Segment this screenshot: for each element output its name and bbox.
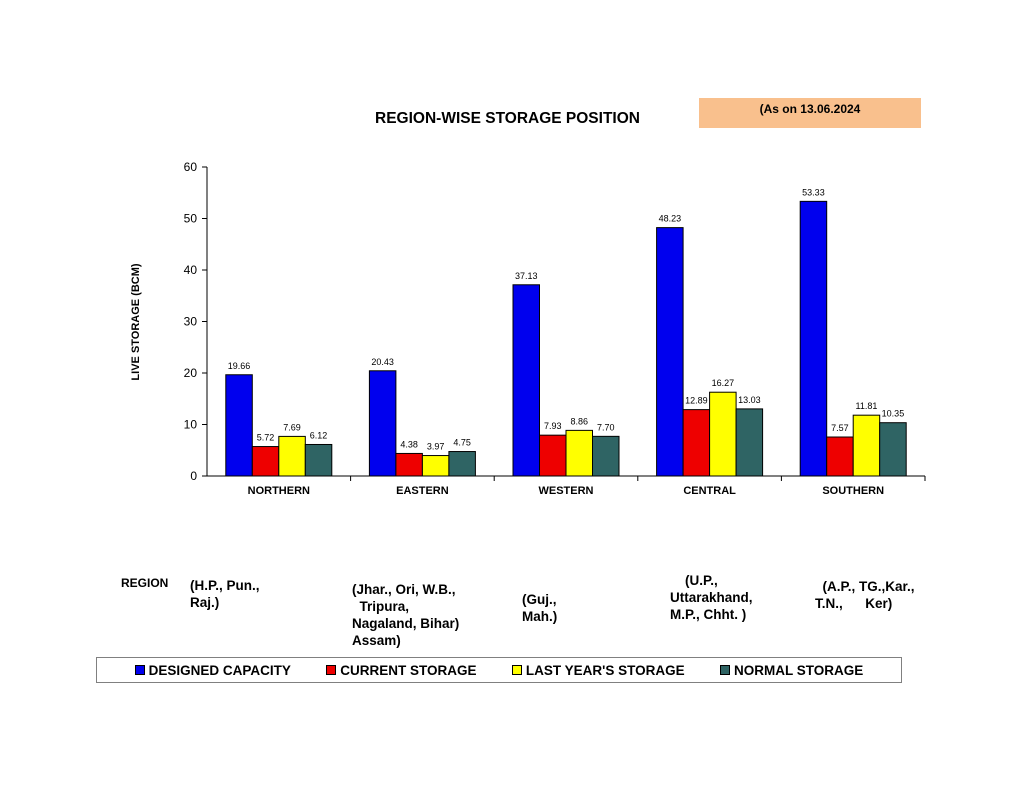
y-tick-label: 30	[184, 315, 198, 329]
legend-item-normal: NORMAL STORAGE	[720, 663, 863, 678]
data-label: 5.72	[257, 433, 275, 443]
data-labels: 19.66 5.72 7.69 6.12 20.43 4.38 3.97 4.75 37.13 7…	[228, 187, 904, 451]
data-label: 37.13	[515, 271, 538, 281]
axes: 0 10 20 30 40 50 60 LIVE STORAGE (BCM) NORTHERN E…	[130, 160, 926, 497]
bar-current-storage-southern	[826, 436, 854, 477]
bars	[225, 200, 907, 477]
y-tick-label: 40	[184, 263, 198, 277]
data-label: 16.27	[712, 378, 735, 388]
y-tick-label: 20	[184, 366, 198, 380]
bar-current-storage-eastern	[395, 452, 423, 477]
x-tick-label: NORTHERN	[248, 485, 310, 497]
data-label: 7.93	[544, 421, 562, 431]
data-label: 20.43	[371, 357, 394, 367]
legend-item-last-year: LAST YEAR'S STORAGE	[511, 662, 685, 678]
bar-last-year-s-storage-central	[709, 391, 737, 477]
data-label: 3.97	[427, 442, 445, 452]
x-tick-label: SOUTHERN	[822, 485, 884, 497]
chart-title: REGION-WISE STORAGE POSITION	[375, 110, 640, 127]
region-note-eastern: (Jhar., Ori, W.B., Tripura, Nagaland, Bi…	[352, 582, 460, 648]
legend-label: LAST YEAR'S STORAGE	[525, 662, 685, 678]
bar-designed-capacity-central	[656, 227, 684, 477]
bar-normal-storage-southern	[879, 422, 907, 477]
data-label: 48.23	[659, 214, 682, 224]
legend-swatch	[134, 665, 145, 675]
region-note-southern: (A.P., TG.,Kar., T.N., Ker)	[815, 579, 915, 611]
data-label: 7.70	[597, 422, 615, 432]
legend-item-designed: DESIGNED CAPACITY	[134, 662, 291, 678]
legend-swatch	[511, 665, 522, 675]
date-note: (As on 13.06.2024	[699, 98, 921, 128]
bar-normal-storage-central	[735, 408, 764, 477]
y-tick-label: 50	[184, 212, 198, 226]
region-note-central: (U.P., Uttarakhand, M.P., Chht. )	[670, 573, 753, 622]
region-note-western: (Guj., Mah.)	[522, 592, 558, 624]
bar-normal-storage-western	[592, 435, 620, 477]
y-axis-label: LIVE STORAGE (BCM)	[130, 263, 142, 380]
legend-swatch	[326, 665, 337, 675]
data-label: 6.12	[310, 430, 328, 440]
data-label: 12.89	[685, 396, 708, 406]
legend-item-current: CURRENT STORAGE	[326, 662, 477, 678]
bar-normal-storage-eastern	[448, 451, 476, 477]
legend-label: NORMAL STORAGE	[734, 662, 864, 678]
y-tick-label: 0	[190, 469, 197, 483]
bar-normal-storage-northern	[304, 443, 333, 477]
legend-swatch	[720, 665, 731, 675]
bar-designed-capacity-eastern	[368, 370, 397, 477]
data-label: 19.66	[228, 361, 251, 371]
bar-last-year-s-storage-southern	[852, 414, 881, 477]
data-label: 7.69	[283, 422, 301, 432]
bar-current-storage-western	[539, 434, 567, 477]
region-note-northern: (H.P., Pun., Raj.)	[190, 578, 260, 610]
legend: DESIGNED CAPACITY CURRENT STORAGE LAST Y…	[96, 657, 902, 683]
data-label: 4.38	[400, 439, 418, 449]
region-label: REGION	[121, 576, 169, 590]
x-tick-label: WESTERN	[539, 485, 594, 497]
bar-current-storage-central	[682, 409, 711, 477]
legend-label: DESIGNED CAPACITY	[148, 662, 291, 678]
y-tick-label: 10	[184, 418, 198, 432]
data-label: 4.75	[453, 438, 471, 448]
x-tick-label: CENTRAL	[683, 485, 736, 497]
y-tick-label: 60	[184, 160, 198, 174]
bar-last-year-s-storage-eastern	[421, 455, 450, 477]
bar-current-storage-northern	[251, 446, 280, 477]
bar-designed-capacity-southern	[799, 200, 828, 477]
bar-designed-capacity-western	[512, 284, 540, 477]
bar-last-year-s-storage-western	[565, 429, 593, 477]
bar-last-year-s-storage-northern	[278, 435, 306, 477]
x-tick-label: EASTERN	[396, 485, 449, 497]
data-label: 8.86	[570, 416, 588, 426]
data-label: 7.57	[831, 423, 849, 433]
data-label: 11.81	[856, 401, 878, 411]
data-label: 13.03	[738, 395, 761, 405]
data-label: 53.33	[802, 187, 825, 197]
bar-designed-capacity-northern	[225, 374, 253, 477]
legend-label: CURRENT STORAGE	[340, 662, 477, 678]
data-label: 10.35	[882, 409, 905, 419]
